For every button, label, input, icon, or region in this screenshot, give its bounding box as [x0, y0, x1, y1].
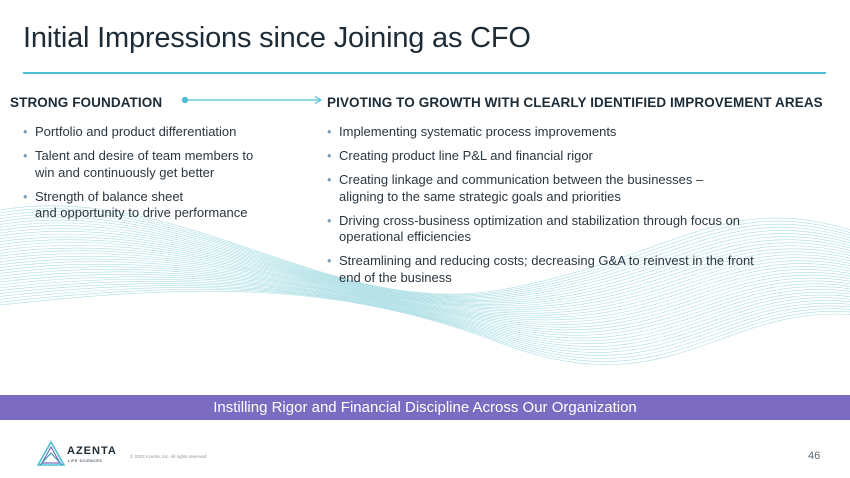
right-bullet-text: Creating linkage and communication betwe… — [339, 172, 704, 204]
bullet-dot-icon: • — [23, 148, 28, 163]
right-bullet-item: • Creating linkage and communication betw… — [327, 172, 807, 205]
wave-line — [0, 211, 850, 297]
banner — [0, 395, 850, 420]
wave-line — [0, 285, 850, 356]
azenta-logo-icon — [36, 440, 66, 466]
wave-line — [0, 242, 850, 312]
wave-line — [0, 208, 850, 296]
left-bullet-text: Strength of balance sheet and opportunit… — [35, 188, 248, 221]
bullet-dot-icon: • — [327, 172, 332, 187]
wave-line — [0, 216, 850, 299]
right-bullet-item: • Creating product line P&L and financial… — [327, 148, 807, 165]
wave-line — [0, 283, 850, 353]
wave-line — [0, 247, 850, 316]
left-bullet-item: • Strength of balance sheet and opportuni… — [23, 189, 313, 222]
right-bullet-text: Streamlining and reducing costs; decreas… — [339, 253, 754, 285]
wave-line — [0, 281, 850, 350]
decorative-wave-lines — [0, 205, 850, 365]
wave-line — [0, 271, 850, 339]
wave-line — [0, 274, 850, 342]
left-bullet-text: Talent and desire of team members to win… — [35, 148, 254, 180]
left-bullet-item: • Portfolio and product differentiation — [23, 124, 313, 141]
wave-line — [0, 233, 850, 307]
wave-line — [0, 205, 850, 295]
right-bullet-text: Driving cross-business optimization and … — [339, 212, 741, 245]
wave-line — [0, 266, 850, 333]
right-bullet-item: • Implementing systematic process improve… — [327, 124, 807, 141]
right-column-heading: PIVOTING TO GROWTH WITH CLEARLY IDENTIFI… — [327, 95, 823, 110]
wave-line — [0, 250, 850, 318]
wave-line — [0, 244, 850, 314]
wave-line — [0, 253, 850, 321]
page-title: Initial Impressions since Joining as CFO — [23, 22, 531, 54]
wave-line — [0, 278, 850, 347]
right-bullet-text: Implementing systematic process improvem… — [339, 124, 617, 139]
left-bullet-item: • Talent and desire of team members to wi… — [23, 148, 313, 181]
wave-line — [0, 219, 850, 300]
wave-line — [0, 225, 850, 303]
wave-line — [0, 287, 850, 359]
connector-arrow-icon — [181, 95, 323, 105]
wave-line — [0, 263, 850, 331]
bullet-dot-icon: • — [327, 253, 332, 268]
bullet-dot-icon: • — [327, 124, 332, 139]
left-bullet-text: Portfolio and product differentiation — [35, 124, 237, 139]
right-bullet-item: • Streamlining and reducing costs; decrea… — [327, 253, 807, 286]
bullet-dot-icon: • — [23, 124, 28, 139]
right-bullet-list: • Implementing systematic process improve… — [327, 124, 807, 294]
banner-text: Instilling Rigor and Financial Disciplin… — [213, 399, 637, 416]
logo-name: AZENTA — [67, 445, 117, 457]
wave-line — [0, 289, 850, 362]
right-bullet-text: Creating product line P&L and financial … — [339, 148, 593, 163]
right-bullet-item: • Driving cross-business optimization and… — [327, 213, 807, 246]
wave-line — [0, 214, 850, 298]
bullet-dot-icon: • — [23, 188, 28, 204]
wave-line — [0, 261, 850, 328]
logo-subtitle: LIFE SCIENCES — [68, 459, 103, 463]
wave-line — [0, 236, 850, 308]
wave-line — [0, 239, 850, 310]
copyright-text: © 2023 Azenta, Inc. All rights reserved — [130, 454, 207, 459]
azenta-logo: AZENTA LIFE SCIENCES — [36, 440, 126, 470]
wave-line — [0, 230, 850, 305]
bullet-dot-icon: • — [327, 148, 332, 163]
wave-line — [0, 228, 850, 304]
left-bullet-list: • Portfolio and product differentiation • T… — [23, 124, 313, 229]
bullet-dot-icon: • — [327, 212, 332, 228]
wave-line — [0, 255, 850, 323]
page-number: 46 — [808, 450, 821, 462]
wave-line — [0, 258, 850, 326]
left-column-heading: STRONG FOUNDATION — [10, 95, 163, 110]
wave-line — [0, 269, 850, 336]
wave-line — [0, 222, 850, 301]
wave-line — [0, 276, 850, 345]
wave-line — [0, 290, 850, 365]
title-divider — [23, 72, 826, 74]
